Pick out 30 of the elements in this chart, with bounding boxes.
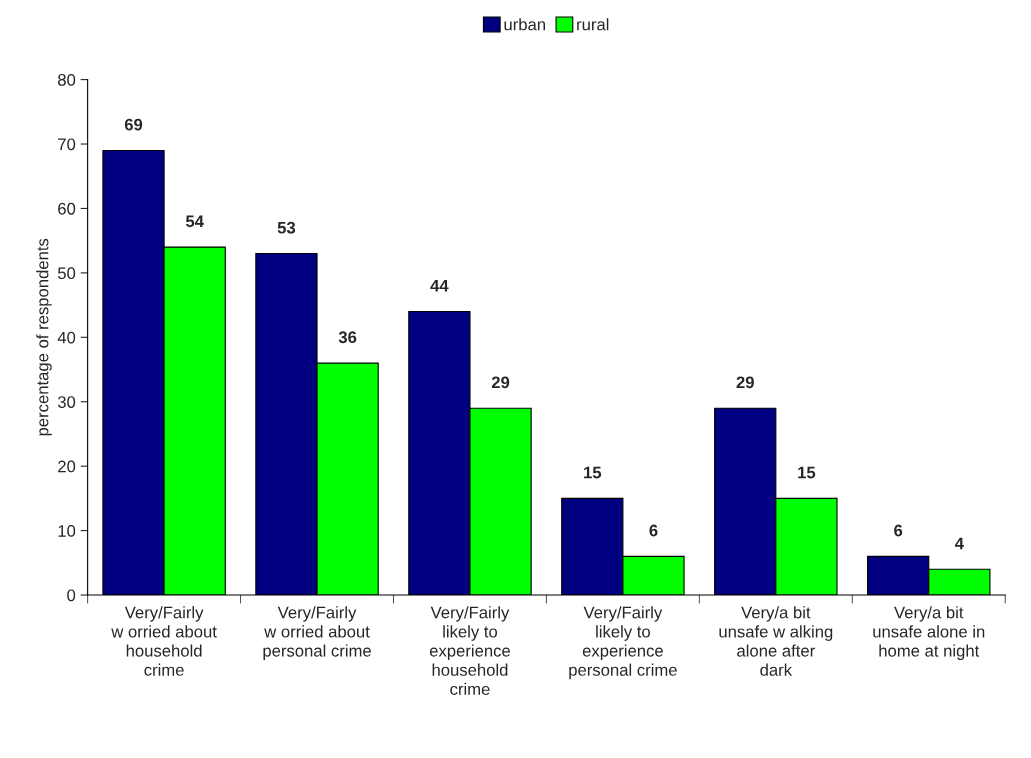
x-tick-label: Very/Fairly likely to experience personal crime [569, 606, 677, 680]
legend-label: rural [577, 18, 609, 31]
x-tick-label: Very/a bit unsafe alone in home at night [873, 606, 985, 660]
data-label: 69 [124, 118, 143, 131]
data-label: 6 [894, 524, 903, 537]
x-tick-label: Very/Fairly w orried about household crime [111, 606, 217, 676]
x-tick-label: Very/Fairly w orried about personal crime [263, 606, 371, 660]
data-label: 29 [491, 376, 510, 389]
y-axis-title: percentage of respondents [36, 238, 52, 436]
y-tick-label: 60 [58, 202, 76, 215]
y-tick-label: 30 [57, 396, 76, 408]
y-tick-label: 40 [57, 331, 76, 344]
y-tick-label: 10 [58, 525, 76, 537]
x-tick-label: Very/Fairly likely to experience household crime [429, 606, 510, 696]
y-tick-label: 50 [57, 267, 76, 280]
data-label: 53 [277, 221, 296, 234]
y-tick-label: 80 [58, 73, 76, 86]
y-tick-label: 0 [67, 589, 76, 602]
x-tick-label: Very/a bit unsafe w alking alone after dark [719, 606, 833, 676]
data-label: 36 [338, 331, 357, 344]
data-label: 44 [430, 279, 449, 292]
data-label: 54 [185, 215, 204, 228]
y-tick-label: 20 [58, 460, 76, 473]
y-tick-label: 70 [58, 138, 76, 151]
data-label: 15 [798, 466, 816, 479]
data-label: 29 [736, 376, 754, 389]
data-label: 6 [649, 524, 658, 537]
data-label: 15 [584, 466, 602, 479]
data-label: 4 [954, 537, 964, 550]
legend-label: urban [504, 18, 545, 31]
